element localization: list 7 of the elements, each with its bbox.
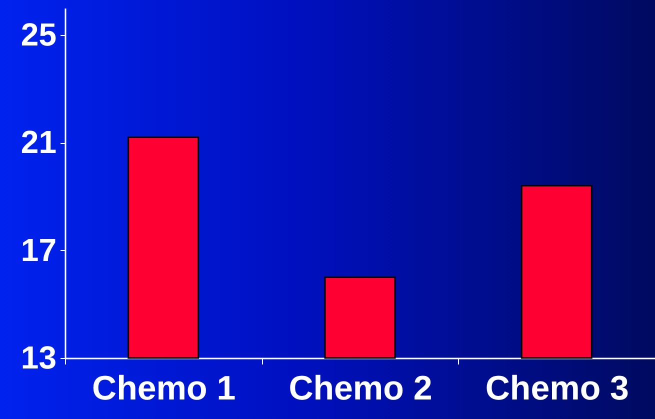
y-tick-label: 25 (20, 16, 56, 52)
x-tick-label: Chemo 2 (288, 370, 432, 408)
y-tick-label: 13 (20, 340, 56, 376)
x-tick-label: Chemo 1 (92, 370, 236, 408)
y-tick-label: 17 (20, 232, 56, 268)
x-tick-label: Chemo 3 (485, 370, 629, 408)
y-tick-label: 21 (20, 124, 56, 160)
